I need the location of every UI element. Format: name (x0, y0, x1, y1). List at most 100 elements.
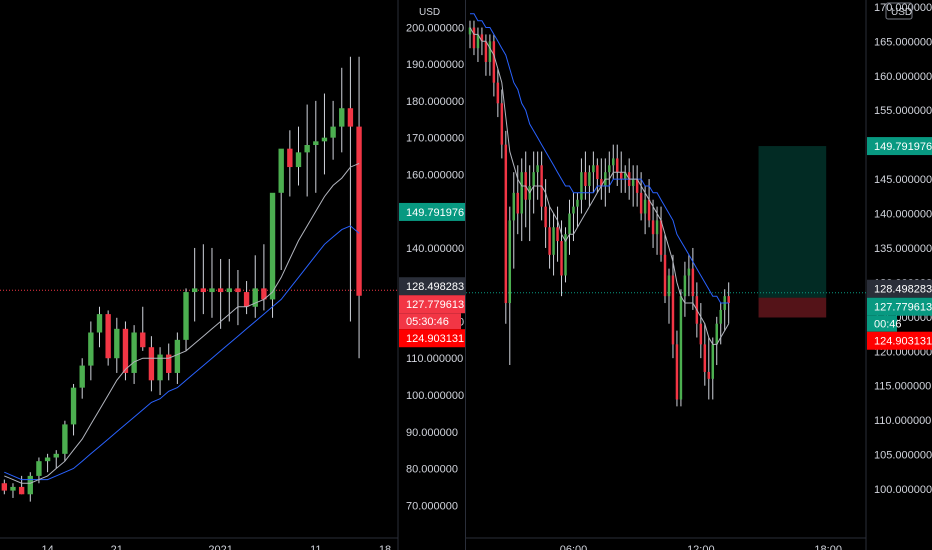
candle-body (27, 475, 33, 495)
candle-body (278, 148, 284, 193)
candle-body (62, 424, 68, 454)
candle-body (472, 27, 476, 49)
candle-body (568, 213, 571, 235)
candle-body (572, 206, 575, 214)
candle-body (313, 141, 319, 145)
candle-body (727, 296, 730, 304)
candle-body (659, 220, 663, 255)
y-tick-label: 140.000000 (874, 209, 932, 221)
candle-body (667, 275, 671, 297)
candle-body (140, 332, 146, 348)
candle-body (631, 179, 635, 186)
candle-body (691, 268, 695, 297)
candle-body (261, 288, 267, 300)
y-tick-label: 200.000000 (406, 22, 464, 34)
y-tick-label: 80.000000 (406, 464, 458, 476)
candle-body (18, 486, 25, 495)
candle-body (148, 347, 155, 381)
candle-body (600, 179, 603, 186)
candle-body (719, 309, 722, 324)
candle-body (226, 288, 232, 293)
currency-label: USD (419, 7, 440, 18)
candle-body (209, 288, 215, 293)
y-tick-label: 145.000000 (874, 174, 932, 186)
price-badge-label: 127.779613 (874, 302, 932, 314)
candle-body (88, 332, 94, 366)
candle-body (651, 220, 655, 235)
y-tick-label: 170.000000 (406, 133, 464, 145)
candle-body (476, 34, 480, 49)
candle-body (79, 365, 85, 388)
slow-moving-average-line (4, 225, 360, 481)
candle-body (619, 172, 623, 180)
candle-body (647, 199, 651, 221)
y-tick-label: 155.000000 (874, 105, 932, 117)
y-tick-label: 140.000000 (406, 243, 464, 255)
candle-body (330, 126, 336, 138)
candle-body (544, 206, 547, 228)
left-chart-pane[interactable]: 70.000000 80.000000 90.000000 100.000000 110… (0, 0, 466, 550)
candle-body (44, 457, 51, 462)
candle-body (623, 172, 627, 180)
countdown-label: 00:46 (874, 319, 902, 331)
x-tick-label: 18:00 (814, 544, 842, 550)
candle-body (639, 192, 643, 214)
candle-body (675, 344, 679, 400)
price-badge (867, 279, 932, 298)
fast-moving-average-line (4, 162, 360, 484)
candle-body (105, 314, 111, 359)
candle-body (643, 199, 647, 214)
right-chart-pane[interactable]: 100.000000 105.000000 110.000000 115.000000… (466, 0, 932, 550)
x-tick-label: 21 (111, 544, 123, 550)
candle-body (1, 483, 8, 491)
candle-body (496, 82, 500, 104)
candle-body (504, 144, 508, 304)
y-tick-label: 90.000000 (406, 427, 458, 439)
candle-body (635, 179, 639, 193)
countdown-label: 05:30:46 (406, 316, 449, 328)
y-tick-label: 115.000000 (874, 381, 931, 393)
daily-candlestick-chart[interactable]: 70.00000080.00000090.000000100.000000110… (0, 0, 466, 550)
countdown-badge (399, 313, 461, 330)
y-tick-label: 110.000000 (406, 353, 463, 365)
y-tick-label: 110.000000 (874, 415, 931, 427)
candle-body (468, 27, 472, 35)
candle-body (687, 268, 691, 276)
currency-label: USD (891, 7, 912, 18)
candle-body (200, 288, 207, 293)
candle-body (707, 371, 711, 379)
price-badge (399, 277, 465, 296)
candle-body (287, 148, 293, 168)
candle-body (243, 292, 250, 307)
candle-body (580, 172, 583, 200)
candle-body (520, 172, 523, 214)
y-tick-label: 105.000000 (874, 450, 932, 462)
candle-body (70, 387, 77, 425)
y-tick-label: 165.000000 (874, 36, 932, 48)
candle-body (556, 227, 559, 242)
candle-body (114, 328, 120, 359)
pane-divider[interactable] (465, 0, 466, 550)
y-tick-label: 100.000000 (406, 390, 464, 402)
y-tick-label: 180.000000 (406, 96, 464, 108)
candle-body (711, 344, 715, 379)
price-badge (867, 331, 932, 350)
candle-body (588, 172, 591, 186)
candle-body (492, 41, 496, 83)
candle-body (484, 41, 488, 62)
price-badge-label: 124.903131 (406, 333, 464, 345)
candle-body (174, 339, 181, 373)
candle-body (564, 234, 567, 276)
x-tick-label: 18 (379, 544, 391, 550)
candle-body (596, 165, 599, 180)
target-price-badge (399, 202, 465, 221)
price-badge-label: 127.779613 (406, 299, 464, 311)
candle-body (683, 275, 687, 297)
candle-body (321, 137, 328, 142)
candle-body (679, 296, 683, 400)
x-tick-label: 14 (41, 544, 53, 550)
candle-body (500, 103, 504, 145)
candle-body (536, 165, 539, 173)
y-tick-label: 160.000000 (874, 71, 932, 83)
intraday-candlestick-chart[interactable]: 100.000000 105.000000 110.000000 115.000000… (466, 0, 932, 550)
